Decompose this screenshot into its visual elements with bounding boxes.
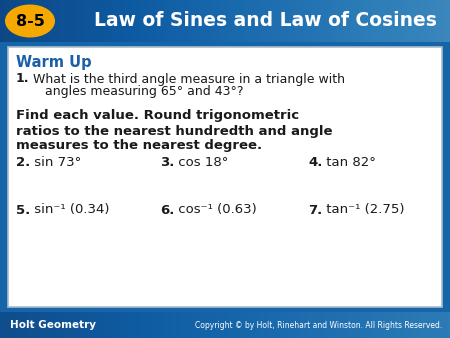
Bar (0, 312, 450, 338)
Text: 3.: 3. (160, 156, 175, 169)
Ellipse shape (5, 4, 55, 38)
Text: 5.: 5. (16, 203, 30, 217)
Text: Holt Geometry: Holt Geometry (10, 320, 96, 330)
Text: sin⁻¹ (0.34): sin⁻¹ (0.34) (30, 203, 109, 217)
Text: 2.: 2. (16, 156, 30, 169)
Text: cos⁻¹ (0.63): cos⁻¹ (0.63) (174, 203, 257, 217)
Text: 7.: 7. (308, 203, 322, 217)
Text: 1.: 1. (16, 72, 30, 86)
Text: Find each value. Round trigonometric: Find each value. Round trigonometric (16, 110, 299, 122)
Bar (0, 0, 450, 42)
Text: cos 18°: cos 18° (174, 156, 228, 169)
Text: Law of Sines and Law of Cosines: Law of Sines and Law of Cosines (94, 11, 436, 30)
Text: ratios to the nearest hundredth and angle: ratios to the nearest hundredth and angl… (16, 124, 333, 138)
Text: Copyright © by Holt, Rinehart and Winston. All Rights Reserved.: Copyright © by Holt, Rinehart and Winsto… (195, 320, 442, 330)
Text: sin 73°: sin 73° (30, 156, 81, 169)
Text: What is the third angle measure in a triangle with: What is the third angle measure in a tri… (29, 72, 345, 86)
Text: 4.: 4. (308, 156, 322, 169)
Text: measures to the nearest degree.: measures to the nearest degree. (16, 140, 262, 152)
Text: Warm Up: Warm Up (16, 55, 92, 71)
Text: 6.: 6. (160, 203, 175, 217)
Text: tan 82°: tan 82° (322, 156, 376, 169)
Text: tan⁻¹ (2.75): tan⁻¹ (2.75) (322, 203, 405, 217)
Text: 8-5: 8-5 (16, 14, 45, 29)
FancyBboxPatch shape (8, 47, 442, 307)
Text: angles measuring 65° and 43°?: angles measuring 65° and 43°? (29, 86, 243, 98)
